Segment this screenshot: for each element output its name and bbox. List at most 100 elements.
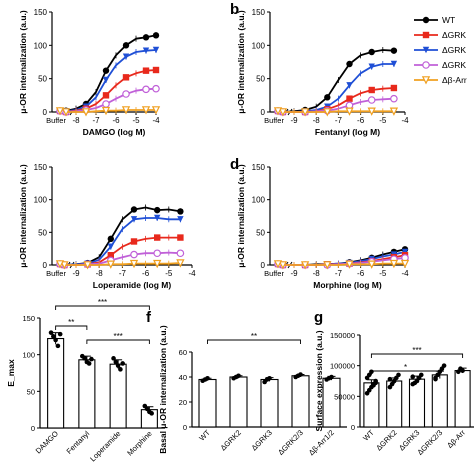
significance-bracket bbox=[207, 339, 301, 344]
data-point-dGRK3 bbox=[142, 47, 150, 54]
x-tick-label: -7 bbox=[119, 269, 127, 278]
data-point-dGRK23 bbox=[153, 249, 162, 258]
y-tick-label: 0 bbox=[261, 108, 266, 117]
data-point-dGRK3 bbox=[122, 53, 130, 60]
data-point-dGRK3 bbox=[107, 243, 114, 250]
legend-label-dbArr: Δβ-Arr bbox=[442, 75, 467, 85]
category-label: WT bbox=[361, 428, 376, 443]
panel-morphine: 0 50 100 150 Buffer -9 -8 -7 -6 -5 -4 Morphine (log… bbox=[230, 156, 410, 290]
legend-marker-dGRK3 bbox=[422, 46, 430, 54]
data-point bbox=[418, 372, 424, 378]
y-tick-label: 60 bbox=[179, 348, 187, 357]
y-tick-label: 0 bbox=[31, 424, 35, 433]
category-label: ΔGRK3 bbox=[250, 428, 274, 452]
legend-label-dGRK3: ΔGRK bbox=[442, 45, 466, 55]
data-point bbox=[48, 330, 54, 335]
data-point-dGRK23 bbox=[102, 100, 110, 108]
buffer-point-dbArr bbox=[273, 107, 283, 116]
data-point-dGRK23 bbox=[152, 84, 160, 93]
data-point-dGRK23 bbox=[390, 94, 398, 103]
x-tick-label: -8 bbox=[96, 269, 104, 278]
data-point-dGRK3 bbox=[154, 214, 161, 222]
significance-bracket bbox=[370, 353, 464, 358]
data-point-dGRK2 bbox=[346, 95, 353, 102]
data-point-WT bbox=[107, 235, 115, 243]
data-point bbox=[82, 356, 87, 361]
buffer-point-dbArr bbox=[273, 260, 283, 269]
x-tick-label: -4 bbox=[401, 116, 409, 125]
data-point-dGRK2 bbox=[368, 86, 375, 94]
data-point bbox=[89, 356, 94, 362]
legend-marker-dbArr bbox=[421, 76, 431, 85]
x-tick-label: -4 bbox=[188, 269, 196, 278]
data-point-dGRK23 bbox=[122, 90, 130, 98]
panel-damgo: 0 50 100 150 Buffer -8 -7 -6 -5 -4 DAMGO (log M) μ-… bbox=[18, 8, 161, 137]
bar-2 bbox=[260, 378, 279, 428]
x-tick-label: -5 bbox=[379, 269, 387, 278]
data-point-WT bbox=[122, 42, 130, 49]
bar-1 bbox=[78, 359, 96, 429]
y-tick-label: 100000 bbox=[330, 362, 355, 371]
data-point-dGRK3 bbox=[346, 82, 353, 89]
data-point-WT bbox=[177, 208, 184, 215]
data-point-dGRK2 bbox=[122, 74, 130, 81]
data-point-dbArr bbox=[389, 259, 399, 269]
data-point bbox=[53, 337, 58, 343]
y-tick-label: 0 bbox=[43, 261, 48, 270]
data-point-dbArr bbox=[389, 107, 399, 116]
category-label: Fentanyl bbox=[65, 429, 92, 456]
category-label: WT bbox=[197, 428, 212, 443]
y-tick-label: 100 bbox=[252, 41, 266, 50]
x-tick-label: -7 bbox=[335, 116, 343, 125]
data-point-dGRK2 bbox=[177, 234, 184, 241]
y-axis-label: μ-OR internalization (a.u.) bbox=[236, 10, 246, 114]
data-point-dGRK23 bbox=[142, 85, 150, 94]
buffer-point-dbArr bbox=[55, 107, 65, 116]
data-point-dGRK3 bbox=[102, 76, 110, 84]
bar-3 bbox=[431, 374, 448, 428]
bar-1 bbox=[229, 376, 248, 428]
significance-label: *** bbox=[412, 346, 421, 355]
significance-label: *** bbox=[113, 332, 122, 341]
data-point bbox=[373, 380, 378, 386]
data-point-dbArr bbox=[106, 260, 115, 269]
data-point-dGRK3 bbox=[152, 46, 160, 54]
y-tick-label: 20 bbox=[179, 398, 187, 407]
data-point-WT bbox=[152, 32, 160, 39]
panel-fentanyl: 0 50 100 150 Buffer -9 -8 -7 -6 -5 -4 Fentanyl (log… bbox=[230, 1, 409, 137]
x-tick-label: -9 bbox=[290, 116, 298, 125]
data-point-dbArr bbox=[345, 260, 354, 269]
panel-label: b bbox=[230, 1, 239, 18]
legend-marker-dGRK2 bbox=[422, 31, 430, 39]
bar-4 bbox=[322, 377, 341, 428]
data-point-dGRK3 bbox=[177, 216, 184, 223]
data-point bbox=[55, 343, 61, 349]
y-tick-label: 50 bbox=[256, 228, 265, 237]
data-point bbox=[51, 334, 56, 339]
y-tick-label: 150 bbox=[34, 163, 48, 172]
y-tick-label: 150 bbox=[34, 8, 48, 17]
data-point-dGRK3 bbox=[390, 60, 398, 68]
data-point bbox=[267, 375, 272, 381]
legend-label-WT: WT bbox=[442, 15, 455, 25]
y-axis-label: μ-OR internalization (a.u.) bbox=[18, 10, 28, 114]
y-tick-label: 150 bbox=[252, 8, 266, 17]
data-point-dGRK2 bbox=[142, 67, 150, 74]
significance-bracket bbox=[55, 325, 88, 330]
y-tick-label: 150 bbox=[22, 314, 35, 323]
significance-bracket bbox=[55, 305, 150, 310]
data-point-dGRK3 bbox=[401, 248, 409, 256]
y-axis-label: μ-OR internalization (a.u.) bbox=[236, 164, 246, 268]
y-tick-label: 0 bbox=[351, 423, 355, 432]
data-point-dGRK2 bbox=[390, 84, 398, 92]
y-tick-label: 50 bbox=[27, 387, 35, 396]
y-axis-label: Surface expression (a.u.) bbox=[314, 330, 324, 431]
data-point-dbArr bbox=[151, 106, 161, 115]
data-point bbox=[57, 331, 63, 337]
x-axis-label: Loperamide (log M) bbox=[93, 280, 172, 290]
x-tick-label: -5 bbox=[379, 116, 387, 125]
category-label: DAMGO bbox=[34, 429, 61, 456]
x-tick-label: -8 bbox=[72, 116, 80, 125]
data-point-dbArr bbox=[81, 108, 91, 117]
data-point bbox=[410, 374, 416, 380]
